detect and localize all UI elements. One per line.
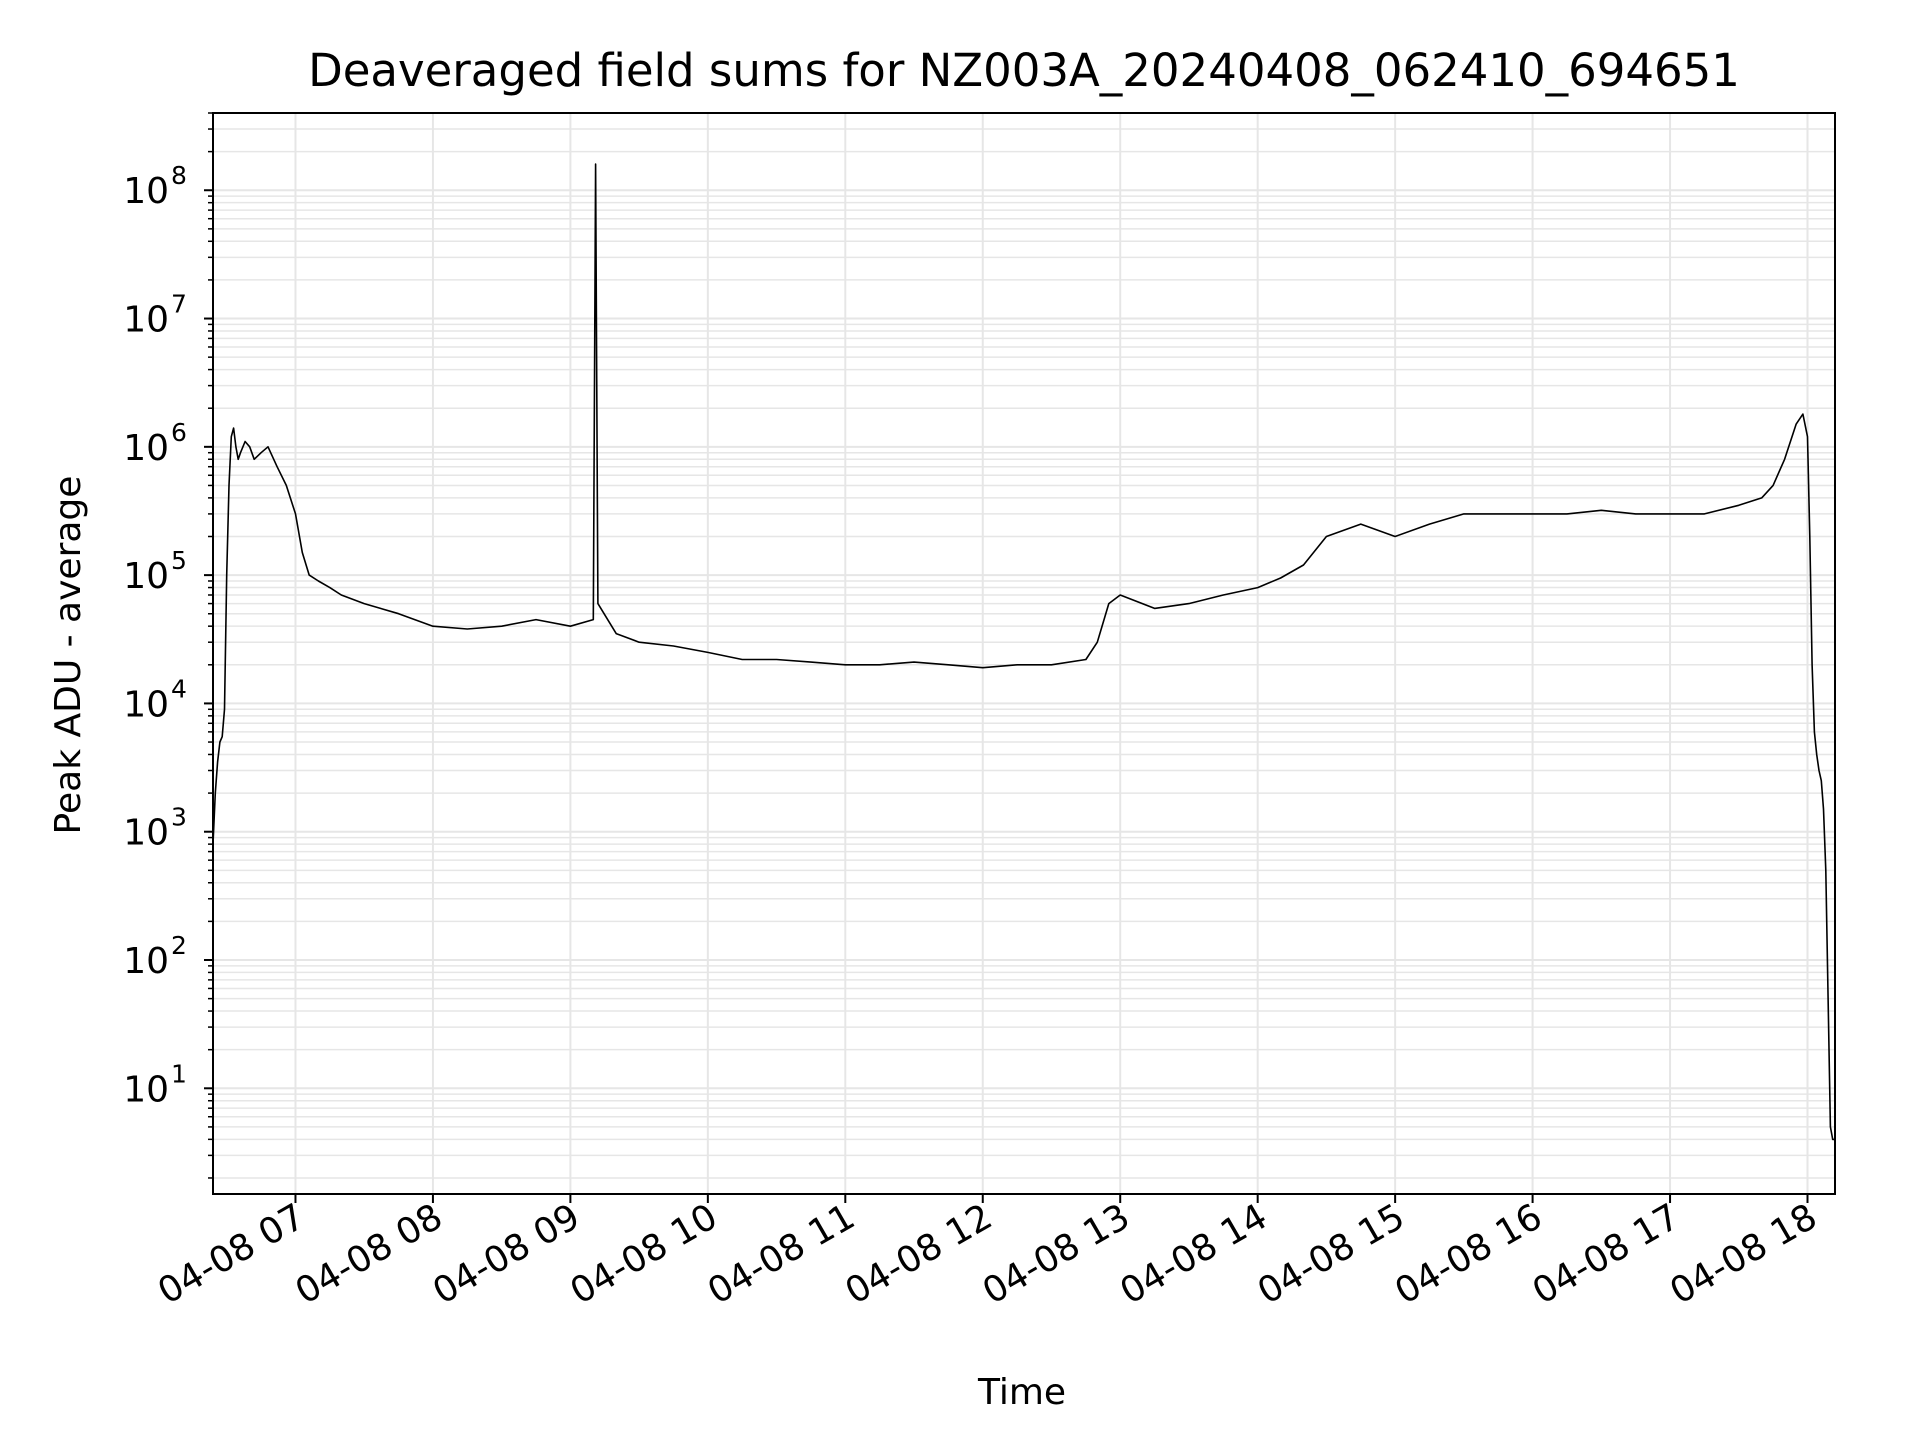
y-tick-exponent: 3 — [171, 803, 187, 832]
x-tick-label: 04-08 07 — [151, 1196, 312, 1312]
y-tick-exponent: 6 — [171, 418, 187, 447]
y-tick-exponent: 5 — [171, 546, 187, 575]
x-tick-label: 04-08 18 — [1663, 1196, 1824, 1312]
y-tick-label: 10 — [123, 813, 169, 854]
grid — [213, 112, 1835, 1194]
x-tick-label: 04-08 16 — [1388, 1196, 1549, 1312]
y-tick-exponent: 2 — [171, 931, 187, 960]
plot-frame — [212, 112, 1836, 1195]
data-series — [212, 163, 1835, 1141]
x-tick-label: 04-08 17 — [1526, 1196, 1687, 1312]
x-tick-label: 04-08 13 — [976, 1196, 1137, 1312]
x-tick-label: 04-08 12 — [839, 1196, 1000, 1312]
x-tick-label: 04-08 11 — [701, 1196, 862, 1312]
y-tick-exponent: 4 — [171, 674, 187, 703]
y-tick-exponent: 8 — [171, 161, 187, 190]
y-axis-label: Peak ADU - average — [48, 476, 89, 835]
y-tick-label: 10 — [123, 1069, 169, 1110]
x-tick-label: 04-08 08 — [289, 1196, 450, 1312]
y-tick-label: 10 — [123, 684, 169, 725]
y-tick-label: 10 — [123, 171, 169, 212]
y-tick-label: 10 — [123, 556, 169, 597]
chart-title: Deaveraged field sums for NZ003A_2024040… — [308, 44, 1740, 97]
y-tick-label: 10 — [123, 941, 169, 982]
x-tick-label: 04-08 10 — [564, 1196, 725, 1312]
x-tick-label: 04-08 14 — [1114, 1196, 1275, 1312]
y-tick-exponent: 1 — [171, 1059, 187, 1088]
series-line — [212, 163, 1835, 1141]
y-tick-label: 10 — [123, 300, 169, 341]
x-tick-label: 04-08 15 — [1251, 1196, 1412, 1312]
x-axis-label: Time — [977, 1372, 1066, 1413]
x-tick-label: 04-08 09 — [426, 1196, 587, 1312]
y-tick-label: 10 — [123, 428, 169, 469]
y-tick-exponent: 7 — [171, 290, 187, 319]
